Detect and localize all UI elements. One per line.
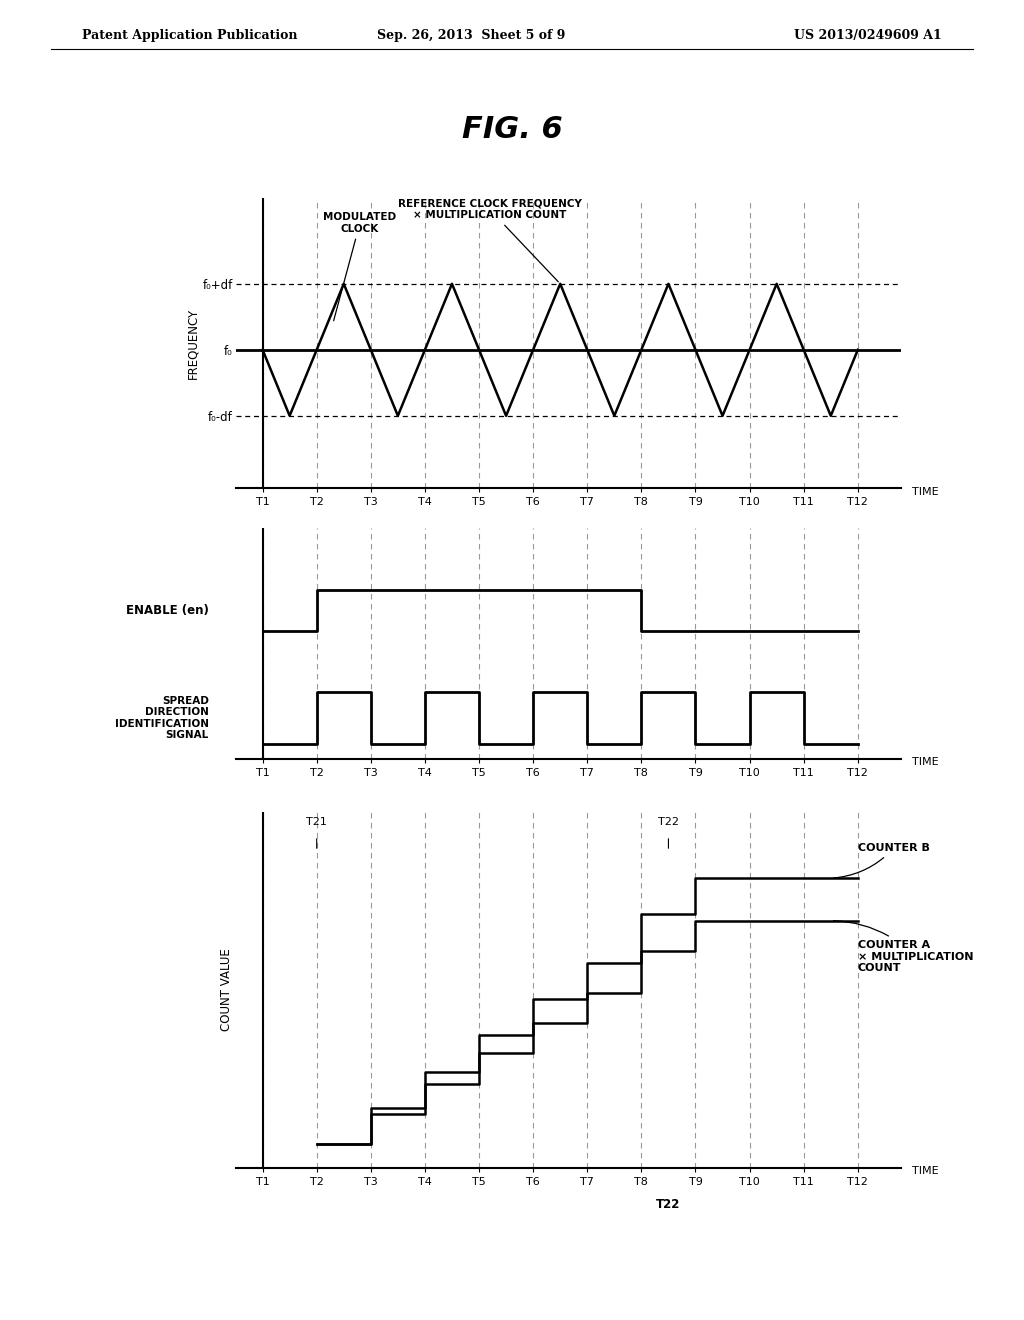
Text: Patent Application Publication: Patent Application Publication bbox=[82, 29, 297, 42]
Text: T22: T22 bbox=[656, 1199, 681, 1212]
Text: T21: T21 bbox=[306, 817, 327, 826]
Text: T22: T22 bbox=[658, 817, 679, 826]
Text: TIME: TIME bbox=[912, 756, 939, 767]
Text: TIME: TIME bbox=[912, 1167, 939, 1176]
Text: REFERENCE CLOCK FREQUENCY
× MULTIPLICATION COUNT: REFERENCE CLOCK FREQUENCY × MULTIPLICATI… bbox=[398, 199, 582, 281]
Y-axis label: COUNT VALUE: COUNT VALUE bbox=[220, 949, 232, 1031]
Text: Sep. 26, 2013  Sheet 5 of 9: Sep. 26, 2013 Sheet 5 of 9 bbox=[377, 29, 565, 42]
Y-axis label: FREQUENCY: FREQUENCY bbox=[186, 308, 200, 379]
Text: MODULATED
CLOCK: MODULATED CLOCK bbox=[324, 213, 396, 321]
Text: ENABLE (en): ENABLE (en) bbox=[126, 603, 209, 616]
Text: FIG. 6: FIG. 6 bbox=[462, 115, 562, 144]
Text: COUNTER A
× MULTIPLICATION
COUNT: COUNTER A × MULTIPLICATION COUNT bbox=[834, 920, 974, 973]
Text: TIME: TIME bbox=[912, 487, 939, 498]
Text: US 2013/0249609 A1: US 2013/0249609 A1 bbox=[795, 29, 942, 42]
Text: COUNTER B: COUNTER B bbox=[834, 843, 930, 878]
Text: SPREAD
DIRECTION
IDENTIFICATION
SIGNAL: SPREAD DIRECTION IDENTIFICATION SIGNAL bbox=[115, 696, 209, 741]
